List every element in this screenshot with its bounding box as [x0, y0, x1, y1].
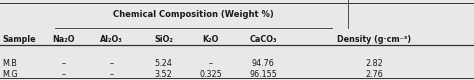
Text: –: – — [209, 60, 213, 68]
Text: 2.76: 2.76 — [365, 70, 383, 79]
Text: Sample: Sample — [2, 36, 36, 44]
Text: Al₂O₃: Al₂O₃ — [100, 36, 123, 44]
Text: M.B: M.B — [2, 60, 17, 68]
Text: 0.325: 0.325 — [200, 70, 222, 79]
Text: SiO₂: SiO₂ — [154, 36, 173, 44]
Text: Na₂O: Na₂O — [53, 36, 75, 44]
Text: 96.155: 96.155 — [249, 70, 277, 79]
Text: Chemical Composition (Weight %): Chemical Composition (Weight %) — [113, 10, 273, 19]
Text: –: – — [62, 60, 66, 68]
Text: 2.82: 2.82 — [365, 60, 383, 68]
Text: 94.76: 94.76 — [252, 60, 274, 68]
Text: –: – — [62, 70, 66, 79]
Text: 3.52: 3.52 — [155, 70, 173, 79]
Text: –: – — [109, 70, 113, 79]
Text: Density (g·cm⁻³): Density (g·cm⁻³) — [337, 36, 411, 44]
Text: CaCO₃: CaCO₃ — [249, 36, 277, 44]
Text: –: – — [109, 60, 113, 68]
Text: M.G: M.G — [2, 70, 18, 79]
Text: K₂O: K₂O — [203, 36, 219, 44]
Text: 5.24: 5.24 — [155, 60, 173, 68]
